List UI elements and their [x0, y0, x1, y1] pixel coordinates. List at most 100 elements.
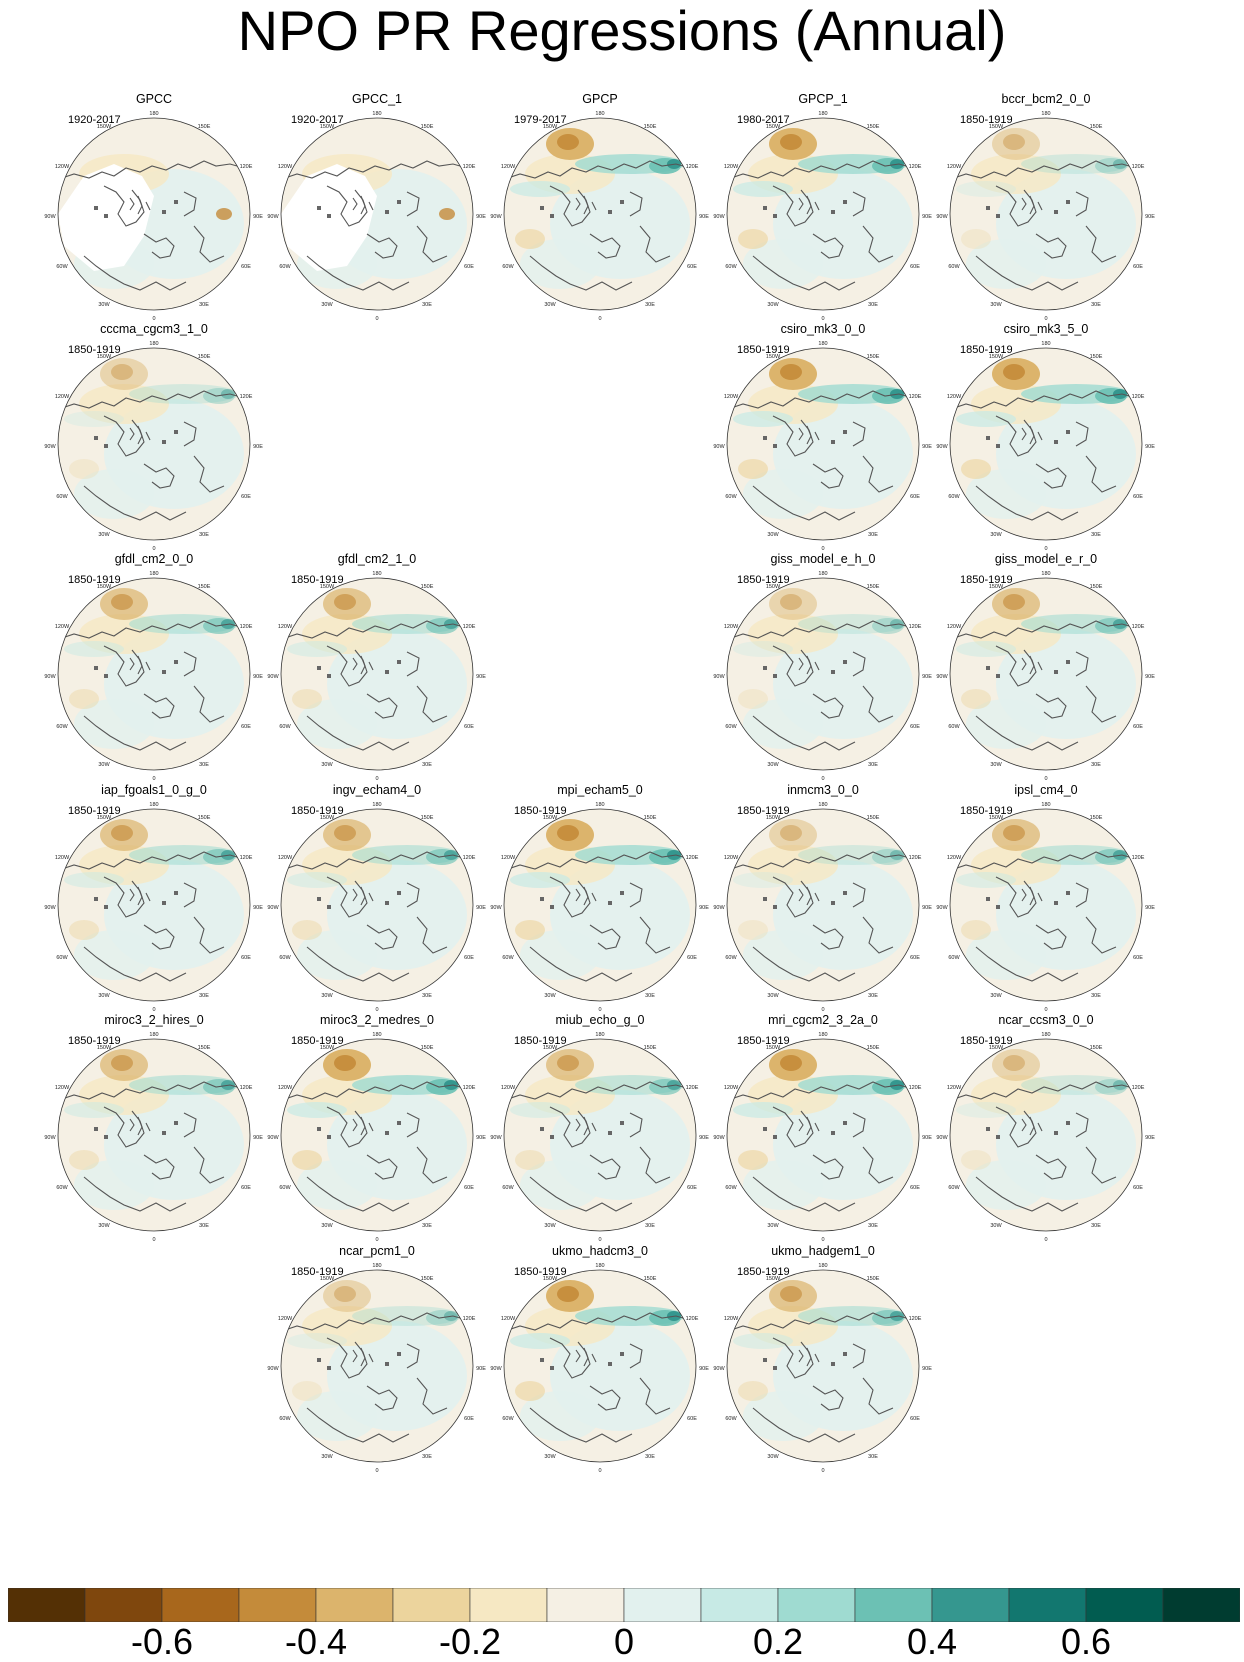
longitude-label: 60E: [910, 494, 920, 500]
longitude-label: 30W: [321, 1454, 333, 1460]
longitude-label: 60W: [502, 1416, 514, 1422]
panel-period: 1850-1919: [291, 574, 344, 586]
longitude-label: 60W: [279, 1185, 291, 1191]
panel-period: 1980-2017: [737, 114, 790, 126]
panel-title: ncar_pcm1_0: [339, 1244, 415, 1258]
longitude-label: 90E: [1145, 674, 1155, 680]
longitude-label: 0: [821, 776, 824, 782]
longitude-label: 60W: [279, 724, 291, 730]
longitude-label: 30E: [1091, 1223, 1101, 1229]
longitude-label: 150E: [867, 1276, 880, 1282]
longitude-label: 180: [595, 1263, 604, 1269]
longitude-label: 60W: [56, 494, 68, 500]
longitude-label: 60W: [948, 955, 960, 961]
longitude-label: 90E: [253, 1135, 263, 1141]
longitude-label: 120E: [240, 1085, 253, 1091]
longitude-label: 90E: [922, 444, 932, 450]
longitude-label: 90W: [713, 905, 725, 911]
longitude-label: 0: [375, 1007, 378, 1013]
panel-title: cccma_cgcm3_1_0: [100, 322, 208, 336]
longitude-label: 90W: [713, 214, 725, 220]
longitude-label: 30W: [544, 302, 556, 308]
longitude-label: 30W: [544, 1223, 556, 1229]
longitude-label: 180: [1041, 1032, 1050, 1038]
panel-title: csiro_mk3_5_0: [1003, 322, 1089, 336]
longitude-label: 180: [595, 111, 604, 117]
longitude-label: 150E: [421, 124, 434, 130]
longitude-label: 60E: [910, 955, 920, 961]
longitude-label: 90E: [1145, 444, 1155, 450]
longitude-label: 150E: [1090, 584, 1103, 590]
longitude-label: 30W: [767, 993, 779, 999]
longitude-label: 60W: [725, 264, 737, 270]
longitude-label: 150W: [97, 124, 112, 130]
longitude-label: 30E: [1091, 762, 1101, 768]
panel-period: 1850-1919: [737, 344, 790, 356]
map-panel: miroc3_2_medres_0 180 150W 150E 120W 120E 90W 9…: [267, 1013, 487, 1245]
colorbar-tick-label: 0.4: [906, 1621, 958, 1662]
polar-map: 180 150W 150E 120W 120E 90W 90E 60W 60E 30W 30E 0: [936, 1032, 1155, 1243]
panel-period: 1850-1919: [960, 574, 1013, 586]
longitude-label: 90W: [490, 214, 502, 220]
panel-title: ukmo_hadgem1_0: [771, 1244, 875, 1258]
longitude-label: 0: [152, 546, 155, 552]
longitude-label: 0: [152, 1237, 155, 1243]
longitude-label: 90E: [922, 905, 932, 911]
longitude-label: 150W: [320, 1276, 335, 1282]
longitude-label: 150W: [989, 354, 1004, 360]
longitude-label: 150E: [867, 354, 880, 360]
polar-map: 180 150W 150E 120W 120E 90W 90E 60W 60E 30W 30E 0: [713, 1263, 932, 1474]
longitude-label: 30E: [199, 302, 209, 308]
longitude-label: 150W: [320, 584, 335, 590]
colorbar-segment: [84, 1588, 163, 1622]
longitude-label: 150E: [421, 1276, 434, 1282]
map-panel: mri_cgcm2_3_2a_0 180 150W 150E 120W 120E 90W 90…: [713, 1013, 933, 1245]
longitude-label: 150E: [1090, 354, 1103, 360]
longitude-label: 180: [372, 1032, 381, 1038]
longitude-label: 150E: [421, 815, 434, 821]
polar-map: 180 150W 150E 120W 120E 90W 90E 60W 60E 30W 30E 0: [713, 802, 932, 1013]
longitude-label: 180: [149, 571, 158, 577]
longitude-label: 120W: [501, 1316, 516, 1322]
longitude-label: 0: [598, 1237, 601, 1243]
polar-map: 180 150W 150E 120W 120E 90W 90E 60W 60E 30W 30E 0: [44, 571, 263, 782]
longitude-label: 90W: [936, 1135, 948, 1141]
longitude-label: 150W: [320, 815, 335, 821]
map-panel: mpi_echam5_0 180 150W 150E 120W 120E 90W 90E 60W…: [490, 783, 710, 1015]
colorbar-segment: [469, 1588, 548, 1622]
map-panel: iap_fgoals1_0_g_0 180 150W 150E 120W 120E 90W 9…: [44, 783, 264, 1015]
figure-title: NPO PR Regressions (Annual): [237, 0, 1007, 62]
longitude-label: 180: [818, 341, 827, 347]
panel-title: GPCP: [582, 92, 618, 106]
panel-period: 1850-1919: [514, 1035, 567, 1047]
longitude-label: 120E: [686, 164, 699, 170]
longitude-label: 60W: [279, 955, 291, 961]
longitude-label: 60E: [1133, 1185, 1143, 1191]
colorbar: [8, 1588, 1240, 1622]
colorbar-segment: [777, 1588, 856, 1622]
longitude-label: 60W: [56, 724, 68, 730]
longitude-label: 60E: [464, 264, 474, 270]
longitude-label: 90E: [1145, 905, 1155, 911]
longitude-label: 120E: [909, 1085, 922, 1091]
longitude-label: 90E: [699, 905, 709, 911]
longitude-label: 0: [1044, 316, 1047, 322]
longitude-label: 120E: [909, 394, 922, 400]
longitude-label: 120W: [724, 1316, 739, 1322]
longitude-label: 90W: [713, 674, 725, 680]
longitude-label: 150W: [989, 584, 1004, 590]
longitude-label: 120W: [278, 624, 293, 630]
longitude-label: 0: [821, 546, 824, 552]
polar-map: 180 150W 150E 120W 120E 90W 90E 60W 60E 30W 30E 0: [936, 111, 1155, 322]
panel-title: csiro_mk3_0_0: [780, 322, 866, 336]
longitude-label: 120E: [1132, 624, 1145, 630]
longitude-label: 150W: [766, 124, 781, 130]
longitude-label: 120W: [947, 1085, 962, 1091]
longitude-label: 180: [372, 571, 381, 577]
longitude-label: 180: [595, 802, 604, 808]
longitude-label: 90W: [267, 674, 279, 680]
longitude-label: 30E: [868, 532, 878, 538]
panel-period: 1850-1919: [291, 1266, 344, 1278]
longitude-label: 120W: [55, 855, 70, 861]
longitude-label: 30W: [98, 532, 110, 538]
